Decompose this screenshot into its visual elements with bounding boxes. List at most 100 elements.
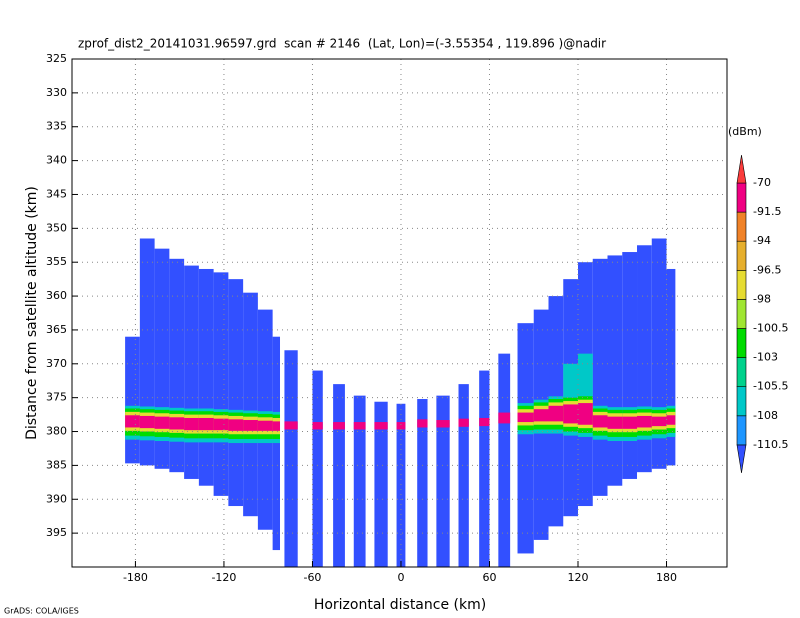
echo-column (417, 399, 428, 567)
band-cell (592, 415, 608, 428)
colorbar-segment (736, 240, 747, 271)
colorbar-segment (736, 182, 747, 213)
y-tick-label: 380 (46, 425, 67, 438)
band-cell (169, 417, 185, 430)
band-cell (479, 417, 490, 427)
y-tick-label: 330 (46, 86, 67, 99)
echo-column (125, 336, 140, 464)
y-tick-label: 395 (46, 526, 67, 539)
band-cell (374, 422, 388, 430)
band-cell (125, 415, 140, 428)
echo-column (666, 268, 676, 466)
colorbar-label: -103 (753, 351, 778, 364)
band-cell (607, 416, 623, 429)
echo-column (592, 258, 608, 496)
x-tick-label: -120 (211, 571, 236, 584)
band-cell (417, 419, 428, 428)
colorbar-segment (736, 328, 747, 358)
colorbar-label: -105.5 (753, 380, 788, 393)
x-tick-label: -180 (123, 571, 148, 584)
y-tick-label: 385 (46, 458, 67, 471)
band-cell (517, 412, 534, 423)
band-cell (563, 404, 579, 424)
y-tick-label: 340 (46, 154, 67, 167)
band-cell (228, 419, 244, 431)
band-cell (548, 405, 564, 422)
band-cell (666, 415, 676, 425)
y-tick-label: 350 (46, 221, 67, 234)
band-cell (578, 403, 593, 425)
band-cell (312, 422, 323, 430)
band-cell (333, 422, 345, 430)
echo-column (243, 292, 258, 517)
echo-column (436, 395, 450, 567)
echo-column (396, 403, 406, 567)
band-cell (436, 420, 450, 428)
band-cell (498, 412, 511, 424)
echo-column (333, 384, 345, 567)
echo-column (284, 350, 298, 567)
band-cell (213, 418, 229, 431)
y-tick-label: 370 (46, 357, 67, 370)
band-cell (353, 422, 366, 430)
chart-title: zprof_dist2_20141031.96597.grd scan # 21… (78, 37, 606, 51)
band-cell (396, 422, 406, 430)
echo-column (607, 255, 623, 486)
echo-column (353, 395, 366, 567)
footer: GrADS: COLA/IGES (4, 607, 79, 616)
y-tick-label: 390 (46, 492, 67, 505)
band-cell (198, 417, 214, 431)
band-cell (284, 421, 298, 430)
band-cell (243, 420, 258, 431)
x-tick-label: 120 (568, 571, 589, 584)
colorbar-segment (736, 211, 747, 242)
colorbar-label: -100.5 (753, 322, 788, 335)
y-tick-label: 365 (46, 323, 67, 336)
colorbar-label: -98 (753, 292, 771, 305)
x-tick-label: 180 (656, 571, 677, 584)
x-tick-label: 60 (482, 571, 496, 584)
colorbar-segment (736, 269, 747, 300)
x-axis-label: Horizontal distance (km) (314, 597, 486, 613)
band-cell (139, 415, 155, 429)
band-cell (272, 421, 281, 431)
band-cell (154, 416, 170, 429)
colorbar-label: -108 (753, 409, 778, 422)
y-tick-label: 360 (46, 289, 67, 302)
echo-column (479, 370, 490, 567)
colorbar-label: -96.5 (753, 263, 781, 276)
echo-column (498, 353, 511, 567)
y-axis-label: Distance from satellite altitude (km) (24, 186, 40, 440)
echo-column (213, 272, 229, 496)
echo-column (272, 336, 281, 551)
colorbar-triangle (736, 154, 747, 184)
colorbar-label: -91.5 (753, 205, 781, 218)
colorbar-label: -110.5 (753, 438, 788, 451)
echo-column (198, 268, 214, 486)
echo-column (374, 401, 388, 567)
y-tick-label: 335 (46, 120, 67, 133)
band-cell (257, 420, 273, 431)
echo-column (228, 279, 244, 507)
echo-column (517, 323, 534, 554)
colorbar-label: -94 (753, 234, 771, 247)
band-cell (651, 416, 667, 427)
plot-frame (71, 58, 728, 568)
echo-column (184, 265, 199, 479)
band-cell (458, 418, 469, 427)
colorbar-segment (736, 415, 747, 446)
y-tick-label: 345 (46, 187, 67, 200)
band-cell (637, 415, 652, 428)
x-tick-label: -60 (303, 571, 321, 584)
colorbar-label: (dBm) (728, 125, 762, 138)
colorbar-segment (736, 299, 747, 329)
echo-column (458, 384, 469, 567)
echo-column (622, 252, 638, 479)
y-tick-label: 325 (46, 52, 67, 65)
band-cell (184, 417, 199, 431)
y-tick-label: 355 (46, 255, 67, 268)
band-cell (622, 416, 638, 429)
colorbar-label: -70 (753, 176, 771, 189)
